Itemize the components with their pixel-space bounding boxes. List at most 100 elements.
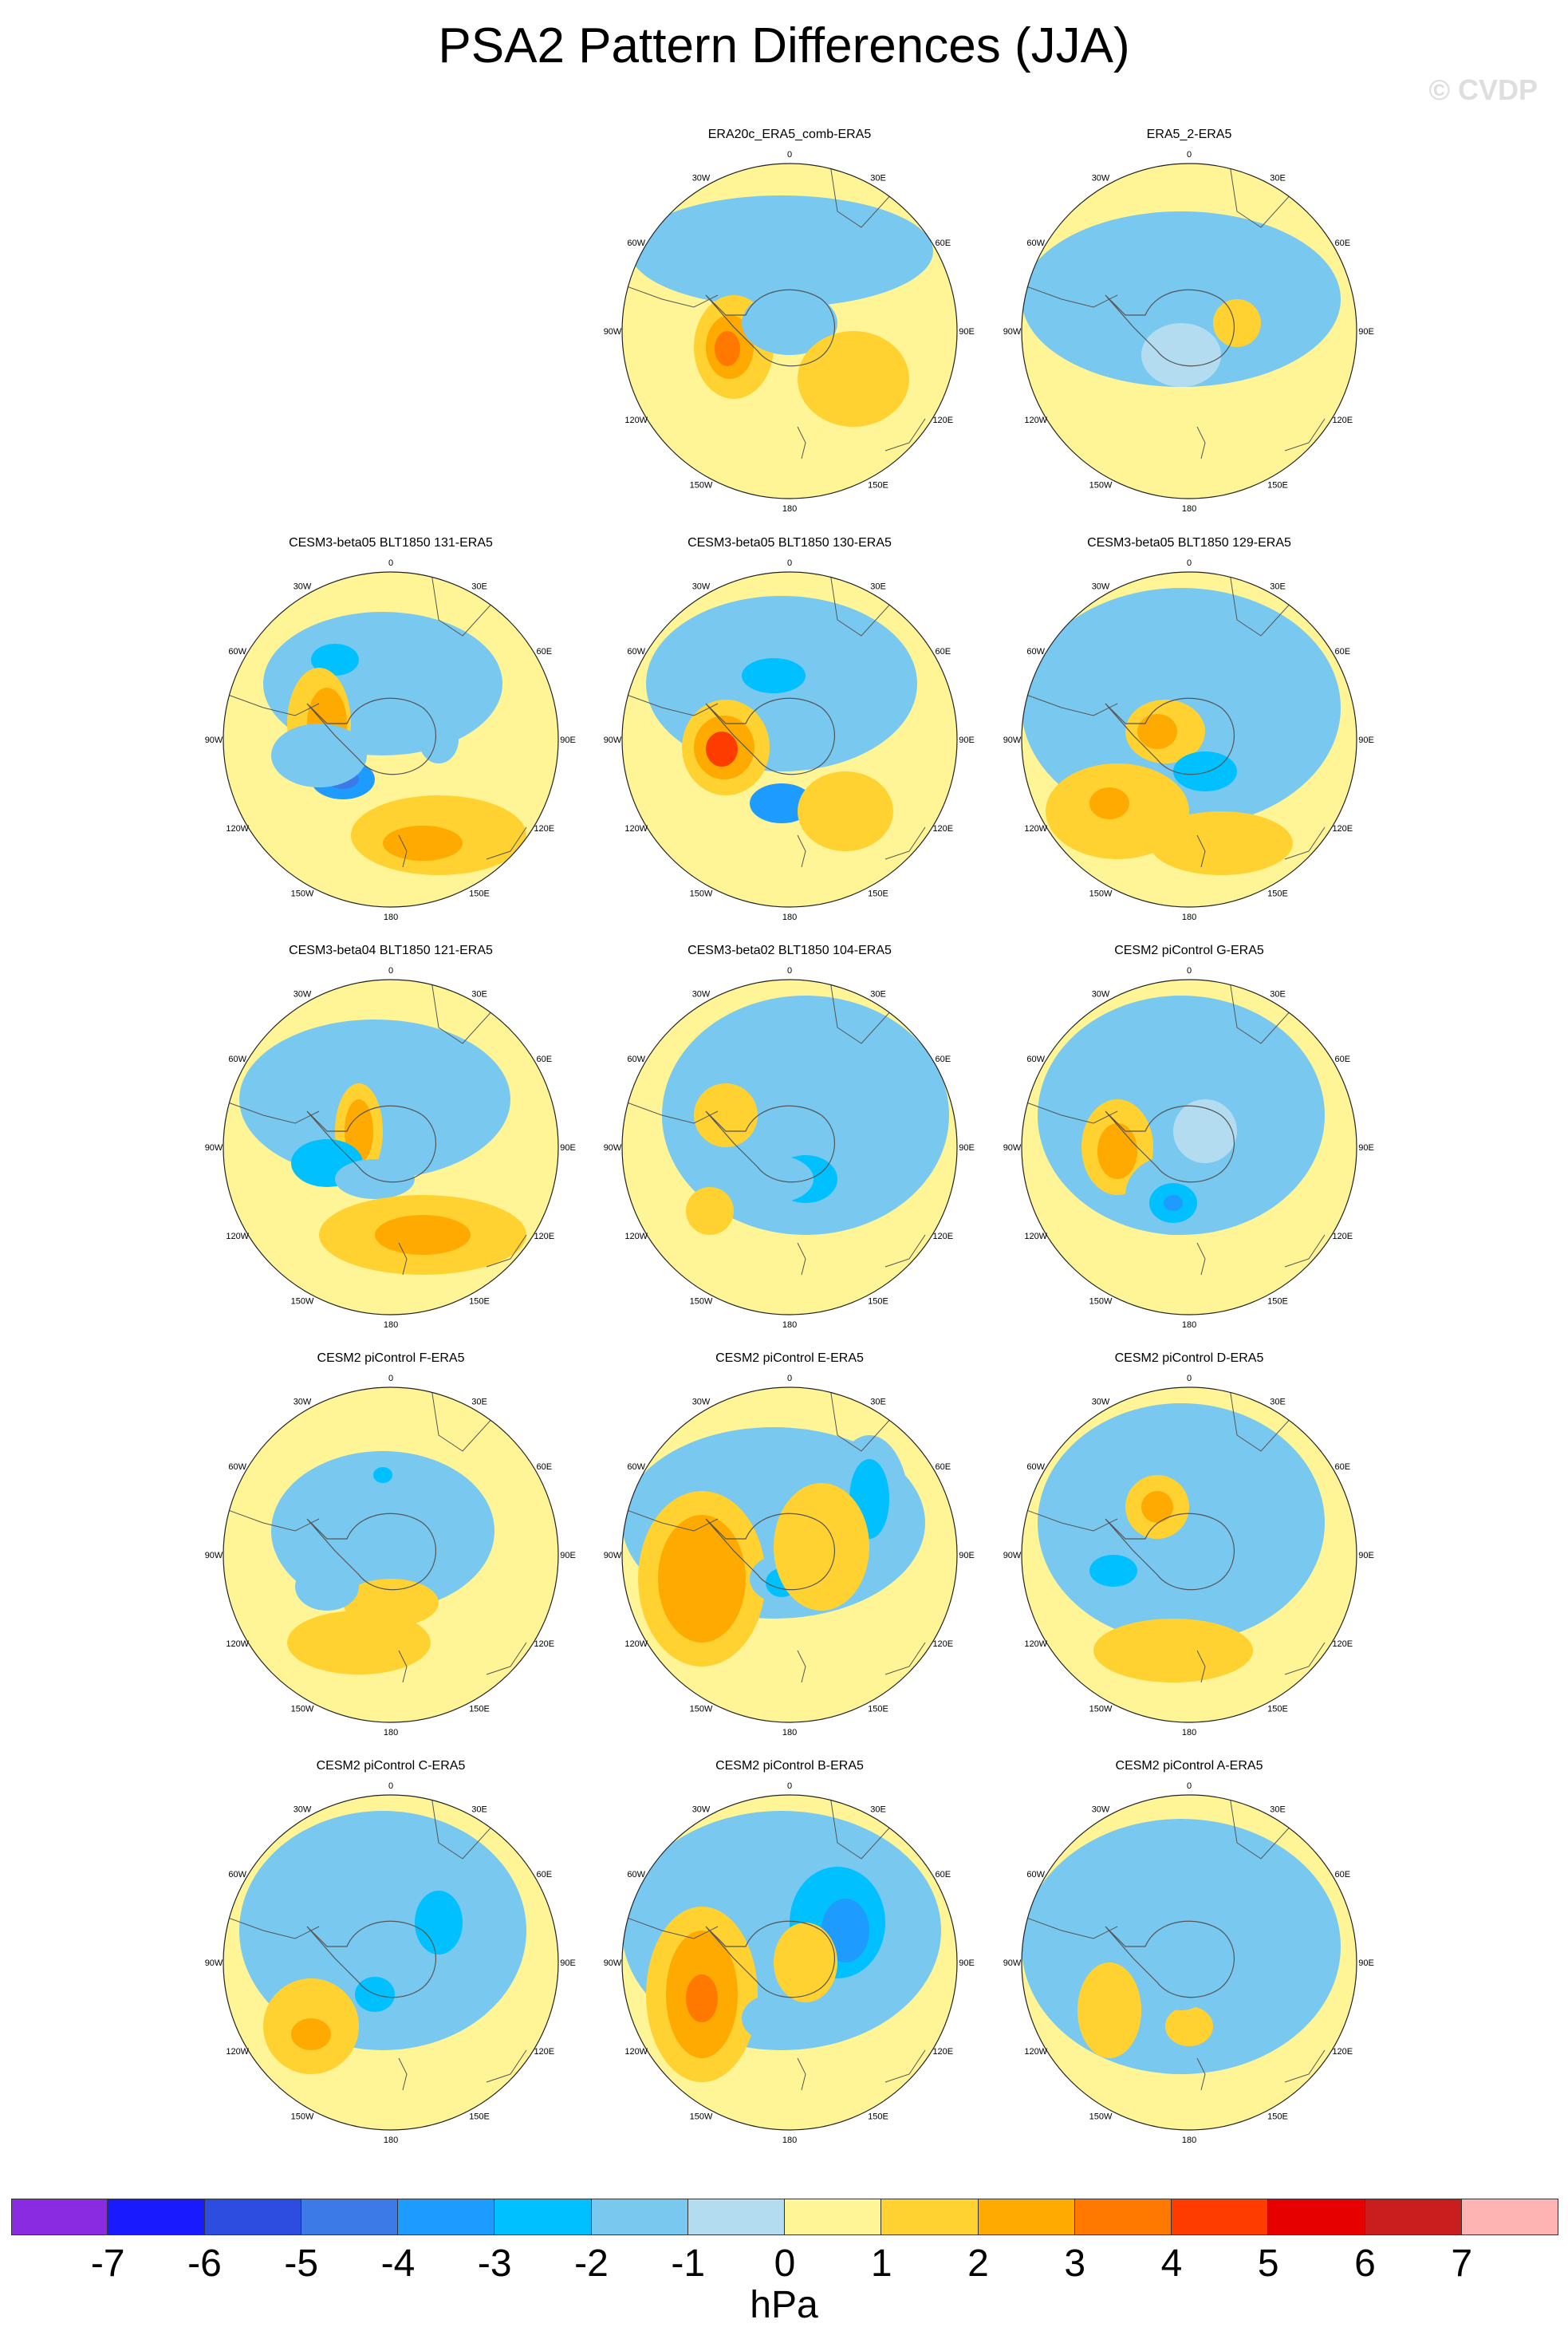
panel-title: CESM3-beta05 BLT1850 131-ERA5 — [289, 536, 493, 550]
longitude-label: 150E — [1267, 889, 1288, 898]
new-zealand-australia-coastline — [797, 418, 926, 460]
longitude-label: 30E — [1270, 582, 1286, 592]
antarctica-coastline — [1105, 1920, 1235, 1998]
longitude-label: 90E — [959, 327, 975, 337]
longitude-label: 30E — [870, 174, 886, 183]
longitude-label: 0 — [388, 1374, 393, 1383]
longitude-label: 0 — [1187, 1781, 1192, 1791]
south-america-coastline — [223, 1914, 320, 1939]
longitude-label: 60W — [228, 1462, 246, 1472]
longitude-label: 60E — [1335, 647, 1351, 657]
colorbar-swatch — [1268, 2199, 1365, 2235]
longitude-label: 60E — [936, 1462, 951, 1472]
africa-coastline — [829, 1387, 902, 1452]
polar-map: 0 30E 60E 90E 120E 150E 180 150W 120W 90W 60W 30W — [205, 558, 576, 922]
longitude-label: 30E — [471, 990, 487, 1000]
longitude-label: 60W — [627, 1870, 645, 1879]
south-america-coastline — [622, 1506, 719, 1532]
longitude-label: 90W — [205, 1958, 223, 1968]
map-panel: CESM2 piControl A-ERA5 0 30E 60E 90E 120E 150E… — [1002, 1759, 1377, 2158]
longitude-label: 90W — [604, 1551, 622, 1560]
colorbar-swatch — [1365, 2199, 1462, 2235]
longitude-label: 120E — [1332, 1639, 1353, 1649]
africa-coastline — [430, 1387, 503, 1452]
colorbar-tick-label: -3 — [477, 2242, 512, 2285]
longitude-label: 60W — [1026, 1462, 1045, 1472]
longitude-label: 120E — [534, 1639, 554, 1649]
map-boundary-circle — [1021, 1794, 1357, 2131]
longitude-label: 180 — [782, 913, 797, 922]
map-boundary-circle — [223, 1386, 559, 1723]
longitude-label: 30W — [692, 1398, 711, 1407]
anomaly-contour-region — [750, 783, 814, 823]
longitude-label: 60E — [537, 1462, 553, 1472]
anomaly-contour-region — [1149, 811, 1293, 875]
longitude-label: 120W — [624, 1639, 648, 1649]
map-panel: CESM2 piControl G-ERA5 0 30E 60E 90E 120E 150E… — [1002, 944, 1377, 1343]
longitude-label: 60W — [228, 1870, 246, 1879]
anomaly-contour-region — [658, 1515, 746, 1643]
longitude-label: 60E — [936, 1870, 951, 1879]
longitude-label: 180 — [384, 913, 398, 922]
longitude-label: 90W — [604, 1143, 622, 1153]
anomaly-contour-region — [291, 2018, 331, 2050]
anomaly-contour-region — [419, 716, 459, 763]
colorbar-swatch — [1074, 2199, 1172, 2235]
anomaly-contour-region — [798, 771, 893, 851]
map-boundary-circle — [1021, 163, 1357, 499]
anomaly-contour-region — [1221, 1099, 1285, 1163]
anomaly-contour-region — [1173, 1099, 1237, 1163]
longitude-label: 90W — [604, 736, 622, 745]
africa-coastline — [829, 1795, 902, 1860]
colorbar-swatch — [591, 2199, 688, 2235]
longitude-label: 60E — [936, 1055, 951, 1064]
panel-title: CESM2 piControl F-ERA5 — [317, 1351, 465, 1365]
panel-title: CESM2 piControl D-ERA5 — [1114, 1351, 1264, 1365]
longitude-label: 120E — [534, 1232, 554, 1241]
colorbar-tick-label: -4 — [380, 2242, 416, 2285]
longitude-label: 90E — [560, 736, 576, 745]
antarctica-coastline — [705, 1105, 836, 1183]
longitude-label: 60E — [537, 1870, 553, 1879]
longitude-label: 90W — [1003, 736, 1022, 745]
colorbar-swatch — [398, 2199, 495, 2235]
longitude-label: 30W — [1092, 174, 1110, 183]
longitude-label: 60E — [1335, 1870, 1351, 1879]
anomaly-contour-region — [1141, 1491, 1173, 1523]
map-panel: CESM3-beta05 BLT1850 131-ERA5 0 30E 60E 90E 1… — [203, 536, 578, 935]
longitude-label: 150E — [469, 889, 490, 898]
longitude-label: 0 — [388, 966, 393, 976]
south-america-coastline — [1022, 282, 1118, 308]
anomaly-contour-region — [1093, 1619, 1253, 1682]
anomaly-contour-region — [287, 1611, 431, 1674]
africa-coastline — [1228, 572, 1302, 637]
longitude-label: 0 — [787, 558, 792, 568]
colorbar-swatch — [1172, 2199, 1269, 2235]
longitude-label: 30E — [471, 582, 487, 592]
south-america-coastline — [622, 282, 719, 308]
new-zealand-australia-coastline — [797, 826, 926, 868]
longitude-label: 120E — [1332, 1232, 1353, 1241]
longitude-label: 30W — [692, 990, 711, 1000]
longitude-label: 180 — [782, 1320, 797, 1330]
longitude-label: 30W — [294, 990, 312, 1000]
longitude-label: 0 — [787, 966, 792, 976]
longitude-label: 120E — [932, 2047, 953, 2057]
longitude-label: 90E — [959, 1143, 975, 1153]
map-boundary-circle — [223, 571, 559, 908]
colorbar-swatch — [687, 2199, 785, 2235]
longitude-label: 150E — [1267, 480, 1288, 490]
south-america-coastline — [622, 691, 719, 716]
longitude-label: 60E — [1335, 239, 1351, 248]
anomaly-contour-region — [742, 658, 806, 693]
longitude-label: 150W — [1089, 2112, 1113, 2121]
longitude-label: 90E — [1358, 1958, 1374, 1968]
longitude-label: 150W — [291, 2112, 314, 2121]
polar-map: 0 30E 60E 90E 120E 150E 180 150W 120W 90W 60W 30W — [1003, 150, 1374, 514]
anomaly-contour-region — [1237, 1915, 1301, 2026]
polar-map: 0 30E 60E 90E 120E 150E 180 150W 120W 90W 60W 30W — [604, 1781, 975, 2145]
longitude-label: 90W — [604, 327, 622, 337]
longitude-label: 120W — [624, 824, 648, 834]
longitude-label: 150W — [291, 889, 314, 898]
colorbar-tick-label: 6 — [1354, 2242, 1376, 2285]
